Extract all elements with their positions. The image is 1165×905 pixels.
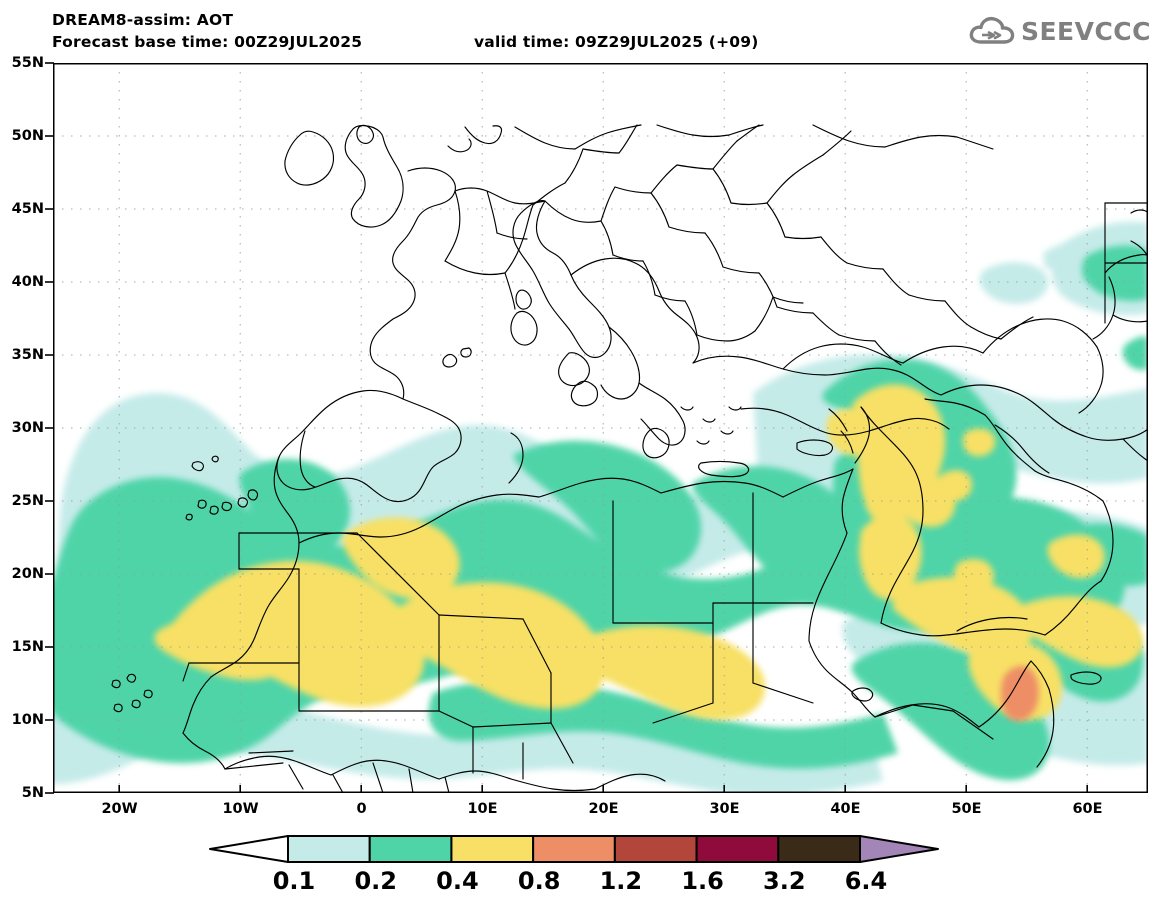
colorbar-tick-labels: 0.1 0.2 0.4 0.8 1.2 1.6 3.2 6.4 xyxy=(273,867,888,895)
colorbar-tick-label: 0.1 xyxy=(273,867,316,895)
colorbar-tick-label: 6.4 xyxy=(845,867,888,895)
forecast-base-time-label: Forecast base time: 00Z29JUL2025 xyxy=(52,33,363,51)
cloud-icon xyxy=(969,16,1015,44)
coastlines-and-borders xyxy=(111,124,1148,793)
y-tick-label: 35N xyxy=(11,347,44,363)
colorbar-band xyxy=(287,835,371,863)
y-tick-label: 25N xyxy=(11,493,44,509)
aot-map xyxy=(53,63,1148,793)
y-tick-label: 30N xyxy=(11,420,44,436)
colorbar-tick-label: 0.8 xyxy=(518,867,561,895)
x-tick-label: 30E xyxy=(709,801,740,817)
logo-wordmark: SEEVCCC xyxy=(1020,16,1151,46)
x-tick-label: 0 xyxy=(356,801,367,817)
y-tick-label: 45N xyxy=(11,201,44,217)
colorbar-under-arrow xyxy=(209,835,289,863)
colorbar-tick-label: 1.6 xyxy=(681,867,724,895)
colorbar-band xyxy=(368,835,453,863)
colorbar-bands xyxy=(209,835,939,863)
colorbar-band xyxy=(777,835,861,863)
colorbar-tick-label: 3.2 xyxy=(763,867,806,895)
x-tick-label: 60E xyxy=(1072,801,1103,817)
colorbar-tick-label: 0.2 xyxy=(354,867,397,895)
colorbar-band xyxy=(695,835,780,863)
x-tick-label: 20W xyxy=(101,801,138,817)
chart-header: DREAM8-assim: AOT Forecast base time: 00… xyxy=(0,0,1165,63)
y-tick-label: 5N xyxy=(21,785,44,801)
y-tick-label: 20N xyxy=(11,566,44,582)
axis-ticks xyxy=(118,785,1088,793)
y-tick-label: 55N xyxy=(11,55,44,71)
colorbar-tick-label: 1.2 xyxy=(600,867,643,895)
colorbar-over-arrow xyxy=(859,835,939,863)
y-tick-label: 50N xyxy=(11,128,44,144)
valid-time-label: valid time: 09Z29JUL2025 (+09) xyxy=(474,33,759,51)
model-title: DREAM8-assim: AOT xyxy=(52,11,234,29)
y-axis-ticks xyxy=(45,62,54,794)
aot-colorbar: 0.1 0.2 0.4 0.8 1.2 1.6 3.2 6.4 xyxy=(0,828,1165,905)
x-tick-label: 10E xyxy=(467,801,498,817)
x-tick-label: 10W xyxy=(222,801,259,817)
colorbar-band xyxy=(532,835,616,863)
x-tick-label: 20E xyxy=(588,801,619,817)
aot-band-0.8 xyxy=(1001,666,1039,722)
y-tick-label: 40N xyxy=(11,274,44,290)
x-tick-label: 40E xyxy=(830,801,861,817)
x-tick-label: 50E xyxy=(951,801,982,817)
y-tick-label: 15N xyxy=(11,639,44,655)
y-tick-label: 10N xyxy=(11,712,44,728)
colorbar-tick-label: 0.4 xyxy=(436,867,479,895)
map-plot-area xyxy=(45,62,1148,794)
colorbar-band xyxy=(450,835,535,863)
seevccc-logo: SEEVCCC xyxy=(969,14,1151,48)
colorbar-band xyxy=(613,835,698,863)
